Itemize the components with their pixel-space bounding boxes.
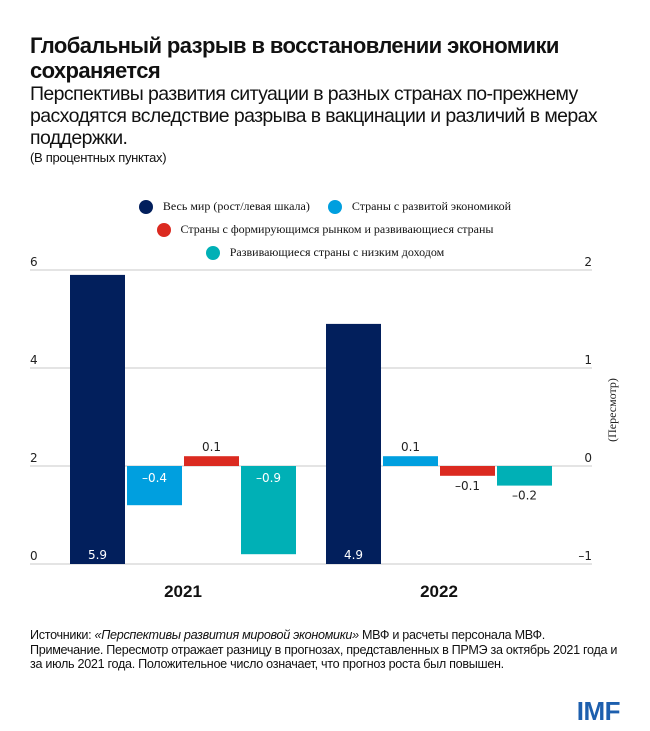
- right-axis-title: (Пересмотр): [605, 378, 619, 442]
- legend-swatch: [205, 245, 220, 260]
- chart-title: Глобальный разрыв в восстановлении эконо…: [30, 33, 559, 83]
- bar-2021-0: [70, 274, 125, 564]
- data-label: –0.9: [256, 471, 281, 485]
- bar-2021-2: [184, 456, 239, 466]
- bar-2021-1: [127, 466, 182, 506]
- right-tick-label: –1: [578, 549, 592, 563]
- chart-subtitle: Перспективы развития ситуации в разных с…: [30, 83, 598, 149]
- bar-chart: 0 2 4 6 –1 0 1 2 (Пересмотр) 5.9 –0.4 0.1 –0.9 2021 4.…: [30, 255, 619, 601]
- bar-2022-2: [440, 466, 495, 476]
- data-label: 0.1: [202, 440, 221, 454]
- data-label: 4.9: [344, 548, 363, 562]
- bar-2022-0: [326, 323, 381, 564]
- left-tick-label: 2: [30, 451, 38, 465]
- right-tick-label: 2: [584, 255, 592, 269]
- data-label: –0.1: [455, 479, 480, 493]
- legend: Весь мир (рост/левая шкала) Страны с раз…: [0, 195, 650, 264]
- data-label: 5.9: [88, 548, 107, 562]
- legend-swatch: [138, 199, 153, 214]
- left-tick-label: 0: [30, 549, 38, 563]
- legend-item-low-income: Развивающиеся страны с низким доходом: [205, 245, 444, 260]
- bar-2022-3: [497, 466, 552, 486]
- units-label: (В процентных пунктах): [30, 150, 167, 165]
- imf-logo: IMF: [576, 696, 621, 726]
- notes: Источники: «Перспективы развития мировой…: [30, 628, 618, 671]
- legend-item-world: Весь мир (рост/левая шкала): [138, 199, 310, 214]
- legend-swatch: [156, 222, 171, 237]
- data-label: 0.1: [401, 440, 420, 454]
- right-tick-label: 1: [584, 353, 592, 367]
- left-tick-label: 6: [30, 255, 38, 269]
- bar-2022-1: [383, 456, 438, 466]
- legend-item-emerging: Страны с формирующимся рынком и развиваю…: [156, 222, 494, 237]
- x-tick-label: 2022: [420, 582, 458, 601]
- data-label: –0.4: [142, 471, 167, 485]
- right-tick-label: 0: [584, 451, 592, 465]
- left-tick-label: 4: [30, 353, 38, 367]
- legend-swatch: [327, 199, 342, 214]
- x-tick-label: 2021: [164, 582, 202, 601]
- legend-item-advanced: Страны с развитой экономикой: [327, 199, 511, 214]
- data-label: –0.2: [512, 489, 537, 503]
- bar-2021-3: [241, 466, 296, 555]
